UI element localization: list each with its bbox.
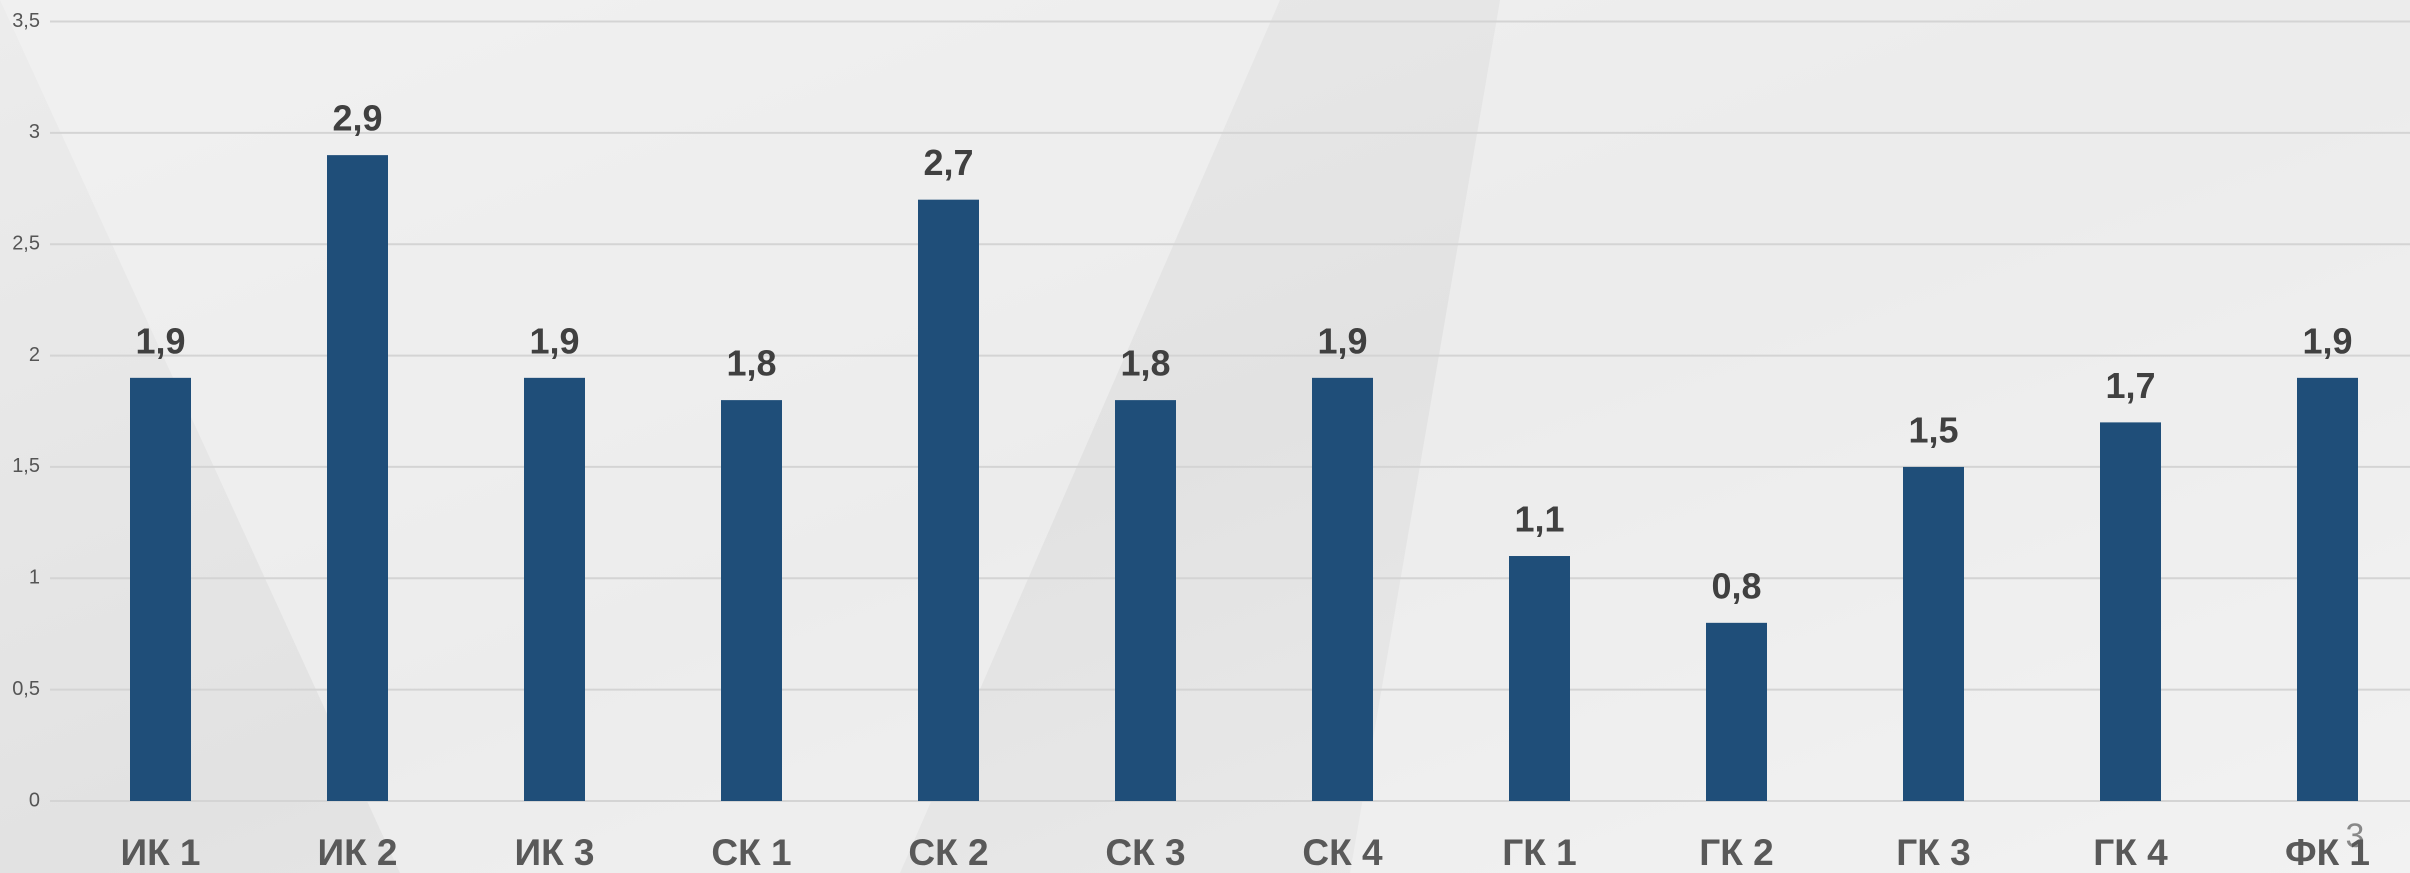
y-tick-label: 1,5 (12, 455, 40, 477)
data-label: 2,9 (332, 98, 382, 139)
bar (918, 199, 979, 801)
y-tick-label: 1 (29, 567, 40, 589)
x-tick-label: СК 1 (711, 832, 791, 873)
bar (1312, 377, 1373, 801)
bar (2297, 377, 2358, 801)
bar (2100, 422, 2161, 801)
y-tick-label: 2,5 (12, 232, 40, 254)
x-tick-label: СК 3 (1105, 832, 1185, 873)
x-tick-label: ФК 1 (2285, 832, 2370, 873)
bar (1706, 622, 1767, 801)
y-tick-label: 0,5 (12, 678, 40, 700)
y-tick-label: 3 (29, 121, 40, 143)
x-tick-label: ГК 3 (1896, 832, 1970, 873)
data-label: 1,9 (2302, 320, 2352, 361)
data-label: 1,9 (1317, 320, 1367, 361)
data-label: 1,5 (1908, 409, 1958, 450)
x-tick-label: СК 4 (1302, 832, 1383, 873)
bar (524, 377, 585, 801)
y-tick-label: 0 (29, 789, 40, 811)
x-tick-label: ИК 2 (317, 832, 397, 873)
bar (1509, 556, 1570, 801)
bar (1115, 400, 1176, 801)
data-label: 1,9 (135, 320, 185, 361)
bar (130, 377, 191, 801)
data-label: 1,8 (1120, 343, 1170, 384)
data-label: 2,7 (923, 142, 973, 183)
x-tick-label: ИК 3 (514, 832, 594, 873)
data-label: 1,8 (726, 343, 776, 384)
y-tick-label: 2 (29, 344, 40, 366)
data-label: 1,9 (529, 320, 579, 361)
data-label: 1,7 (2105, 365, 2155, 406)
bar (1903, 466, 1964, 801)
y-tick-label: 3,5 (12, 10, 40, 32)
x-tick-label: ГК 2 (1699, 832, 1773, 873)
bar (327, 155, 388, 802)
slide-number: 3 (2346, 817, 2365, 855)
x-tick-label: СК 2 (908, 832, 988, 873)
x-tick-label: ГК 1 (1502, 832, 1576, 873)
bar (721, 400, 782, 801)
x-tick-label: ИК 1 (120, 832, 200, 873)
x-tick-label: ГК 4 (2093, 832, 2168, 873)
data-label: 0,8 (1711, 565, 1761, 606)
data-label: 1,1 (1514, 499, 1564, 540)
